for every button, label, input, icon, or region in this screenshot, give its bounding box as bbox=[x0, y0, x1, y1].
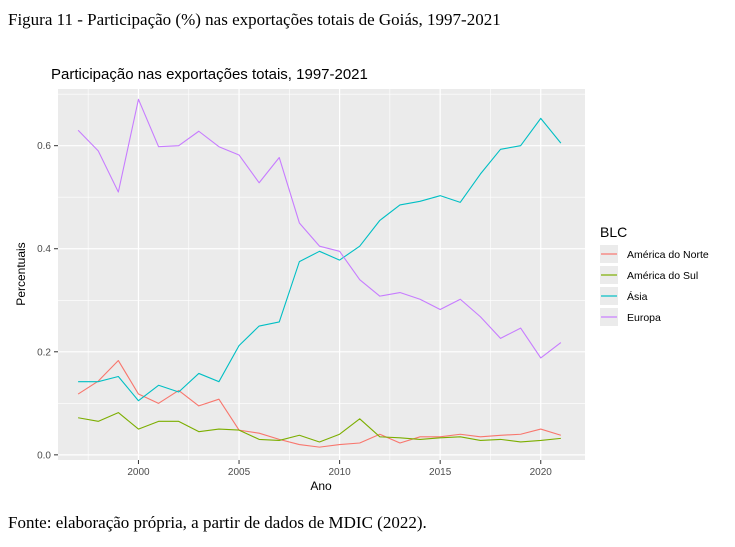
x-tick-label: 2000 bbox=[127, 467, 150, 478]
x-tick-label: 2015 bbox=[429, 467, 452, 478]
source-note: Fonte: elaboração própria, a partir de d… bbox=[8, 513, 427, 532]
x-tick-label: 2010 bbox=[328, 467, 351, 478]
plot-panel bbox=[58, 89, 585, 460]
y-tick-labels: 0.0 0.2 0.4 0.6 bbox=[37, 141, 51, 461]
series-line-asia bbox=[78, 117, 562, 402]
major-gridlines bbox=[58, 89, 585, 460]
y-tick-label: 0.6 bbox=[37, 141, 51, 152]
legend-title: BLC bbox=[600, 224, 627, 240]
x-axis-label: Ano bbox=[310, 479, 332, 493]
chart-title: Participação nas exportações totais, 199… bbox=[51, 66, 368, 83]
minor-gridlines bbox=[58, 89, 585, 460]
x-tick-label: 2005 bbox=[228, 467, 251, 478]
y-tick-label: 0.4 bbox=[37, 244, 51, 255]
legend: BLC América do Norte América do Sul Ásia Eu… bbox=[600, 224, 709, 326]
legend-label: América do Norte bbox=[627, 249, 709, 261]
series-line-america-do-sul bbox=[78, 412, 561, 443]
y-tick-label: 0.2 bbox=[37, 347, 51, 358]
series-line-europa bbox=[77, 98, 562, 359]
legend-label: Ásia bbox=[627, 290, 648, 303]
figure-caption: Figura 11 - Participação (%) nas exporta… bbox=[8, 10, 501, 29]
legend-label: América do Sul bbox=[627, 270, 698, 282]
series-line-america-do-norte bbox=[77, 359, 562, 448]
y-tick-label: 0.0 bbox=[37, 450, 51, 461]
y-axis-label: Percentuais bbox=[14, 242, 28, 305]
legend-label: Europa bbox=[627, 312, 661, 324]
x-tick-label: 2020 bbox=[530, 467, 553, 478]
series-lines bbox=[77, 98, 562, 448]
x-tick-labels: 2000 2005 2010 2015 2020 bbox=[127, 467, 552, 478]
axis-ticks bbox=[54, 145, 542, 464]
